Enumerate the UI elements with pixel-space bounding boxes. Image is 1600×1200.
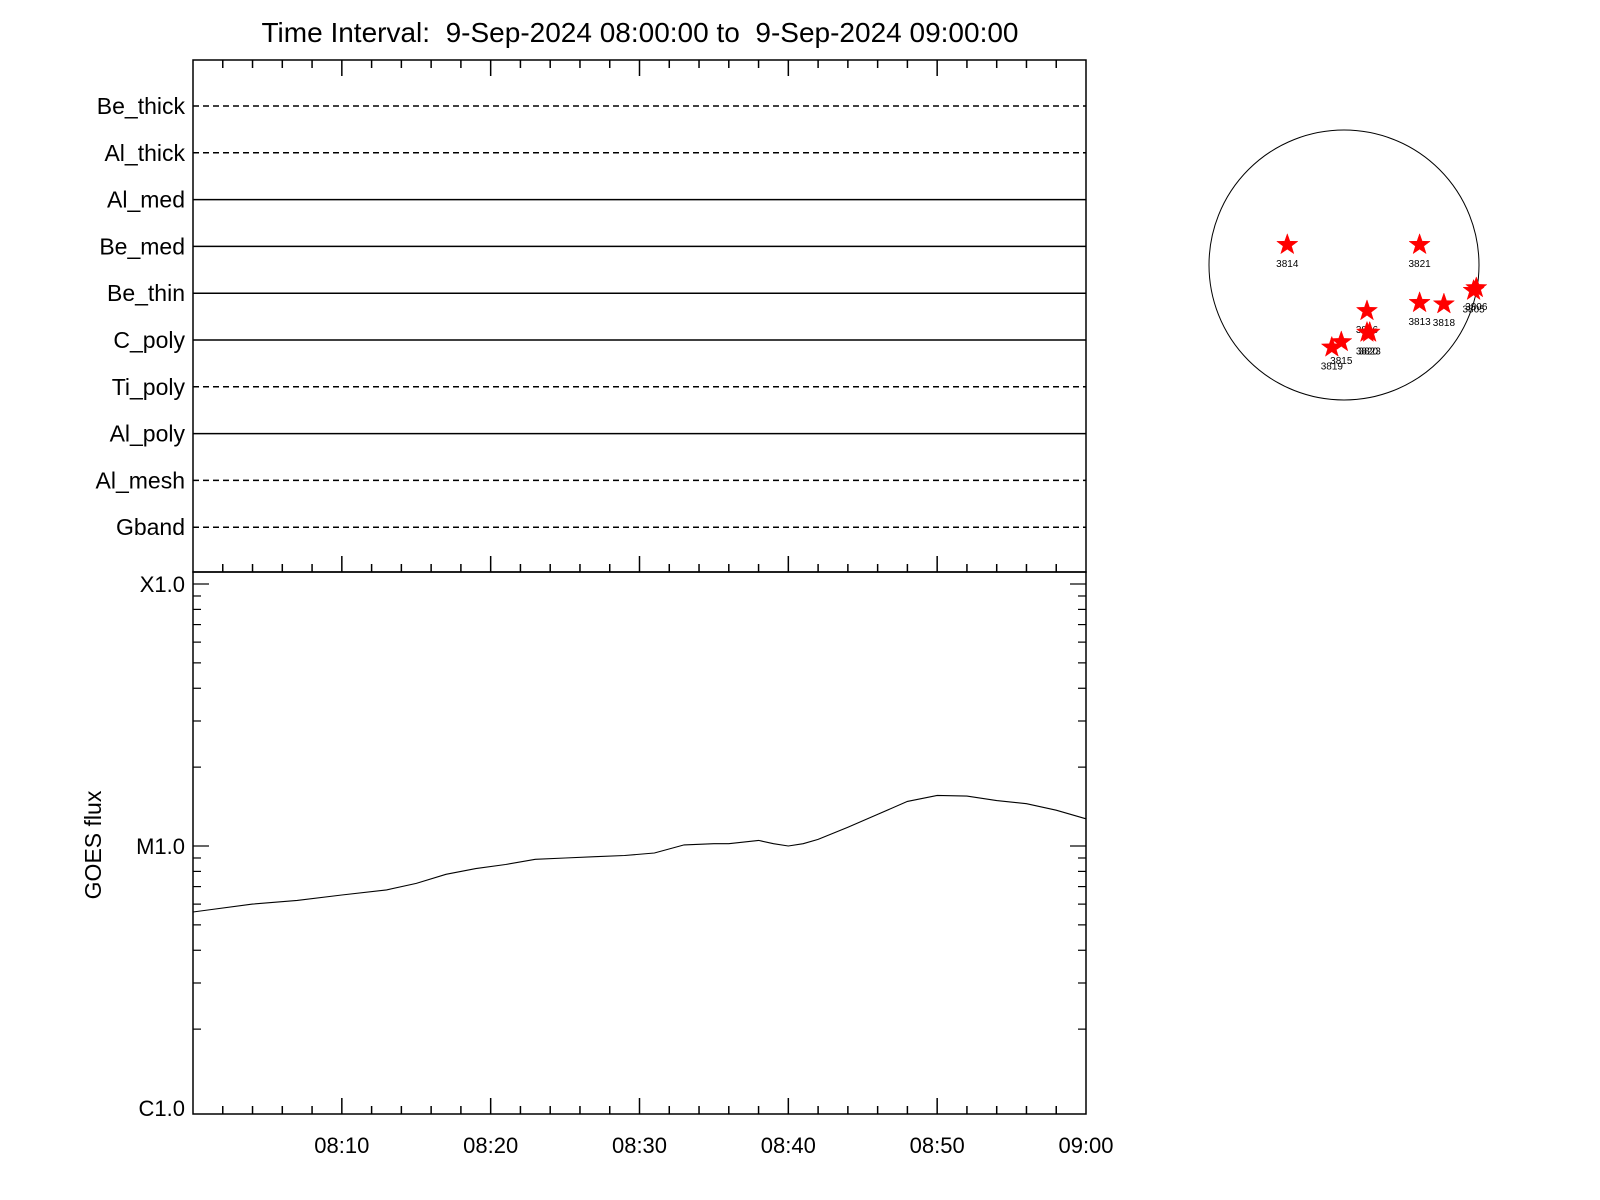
active-region-label: 3814 bbox=[1276, 259, 1299, 270]
active-region-label: 3821 bbox=[1408, 259, 1431, 270]
filter-lines: Be_thick Al_thick Al_med Be_med Be_thin C_pol… bbox=[96, 93, 1086, 540]
x-tick-label: 08:50 bbox=[910, 1133, 965, 1158]
active-region-marker bbox=[1462, 278, 1485, 301]
goes-y-axis-label: GOES flux bbox=[80, 790, 106, 899]
active-region-label: 3815 bbox=[1330, 356, 1353, 367]
goes-y-ticks: X1.0 M1.0 C1.0 bbox=[136, 572, 1086, 1121]
active-region-marker bbox=[1358, 320, 1381, 343]
filter-label: Gband bbox=[116, 514, 185, 540]
chart-title: Time Interval: 9-Sep-2024 08:00:00 to 9-… bbox=[261, 17, 1018, 48]
goes-panel: X1.0 M1.0 C1.0 08:10 08:20 08:30 08:40 08:50 09… bbox=[80, 571, 1114, 1158]
y-tick-label: M1.0 bbox=[136, 834, 185, 859]
solar-disk: 3814382138063805381338183816382038233815… bbox=[1208, 129, 1488, 401]
x-tick-label: 08:30 bbox=[612, 1133, 667, 1158]
solar-disk-limb bbox=[1208, 129, 1480, 401]
active-region-marker bbox=[1276, 233, 1299, 255]
y-tick-label: X1.0 bbox=[140, 572, 185, 597]
filter-label: Al_mesh bbox=[96, 467, 185, 493]
filter-label: Be_med bbox=[99, 233, 185, 259]
filter-label: C_poly bbox=[113, 327, 185, 353]
active-region-label: 3823 bbox=[1359, 347, 1382, 358]
y-tick-label: C1.0 bbox=[139, 1096, 185, 1121]
active-region-marker bbox=[1408, 291, 1431, 313]
active-region-label: 3819 bbox=[1321, 361, 1344, 372]
filter-panel-ticks bbox=[222, 60, 1057, 572]
goes-x-ticks: 08:10 08:20 08:30 08:40 08:50 09:00 bbox=[222, 1098, 1114, 1158]
active-region-label: 3806 bbox=[1465, 302, 1488, 313]
active-region-markers: 3814382138063805381338183816382038233815… bbox=[1276, 233, 1488, 372]
filter-panel-frame bbox=[192, 59, 1087, 573]
filter-label: Al_poly bbox=[110, 421, 186, 447]
filter-panel: Be_thick Al_thick Al_med Be_med Be_thin C_pol… bbox=[96, 59, 1087, 573]
filter-label: Be_thick bbox=[97, 93, 186, 119]
active-region-label: 3813 bbox=[1408, 317, 1431, 328]
active-region-marker bbox=[1355, 299, 1379, 321]
active-region-label: 3820 bbox=[1356, 347, 1379, 358]
x-tick-label: 08:10 bbox=[314, 1133, 369, 1158]
filter-label: Be_thin bbox=[107, 280, 185, 306]
active-region-label: 3805 bbox=[1462, 305, 1485, 316]
x-tick-label: 09:00 bbox=[1058, 1133, 1113, 1158]
active-region-label: 3818 bbox=[1433, 318, 1456, 329]
x-tick-label: 08:40 bbox=[761, 1133, 816, 1158]
active-region-marker bbox=[1320, 335, 1344, 357]
filter-label: Ti_poly bbox=[112, 374, 186, 400]
filter-label: Al_med bbox=[107, 187, 185, 213]
active-region-marker bbox=[1330, 330, 1353, 352]
goes-flux-line bbox=[192, 794, 1087, 913]
active-region-marker bbox=[1408, 233, 1431, 255]
filter-label: Al_thick bbox=[104, 140, 185, 166]
active-region-marker bbox=[1432, 292, 1456, 314]
goes-panel-frame bbox=[192, 571, 1087, 1115]
x-tick-label: 08:20 bbox=[463, 1133, 518, 1158]
